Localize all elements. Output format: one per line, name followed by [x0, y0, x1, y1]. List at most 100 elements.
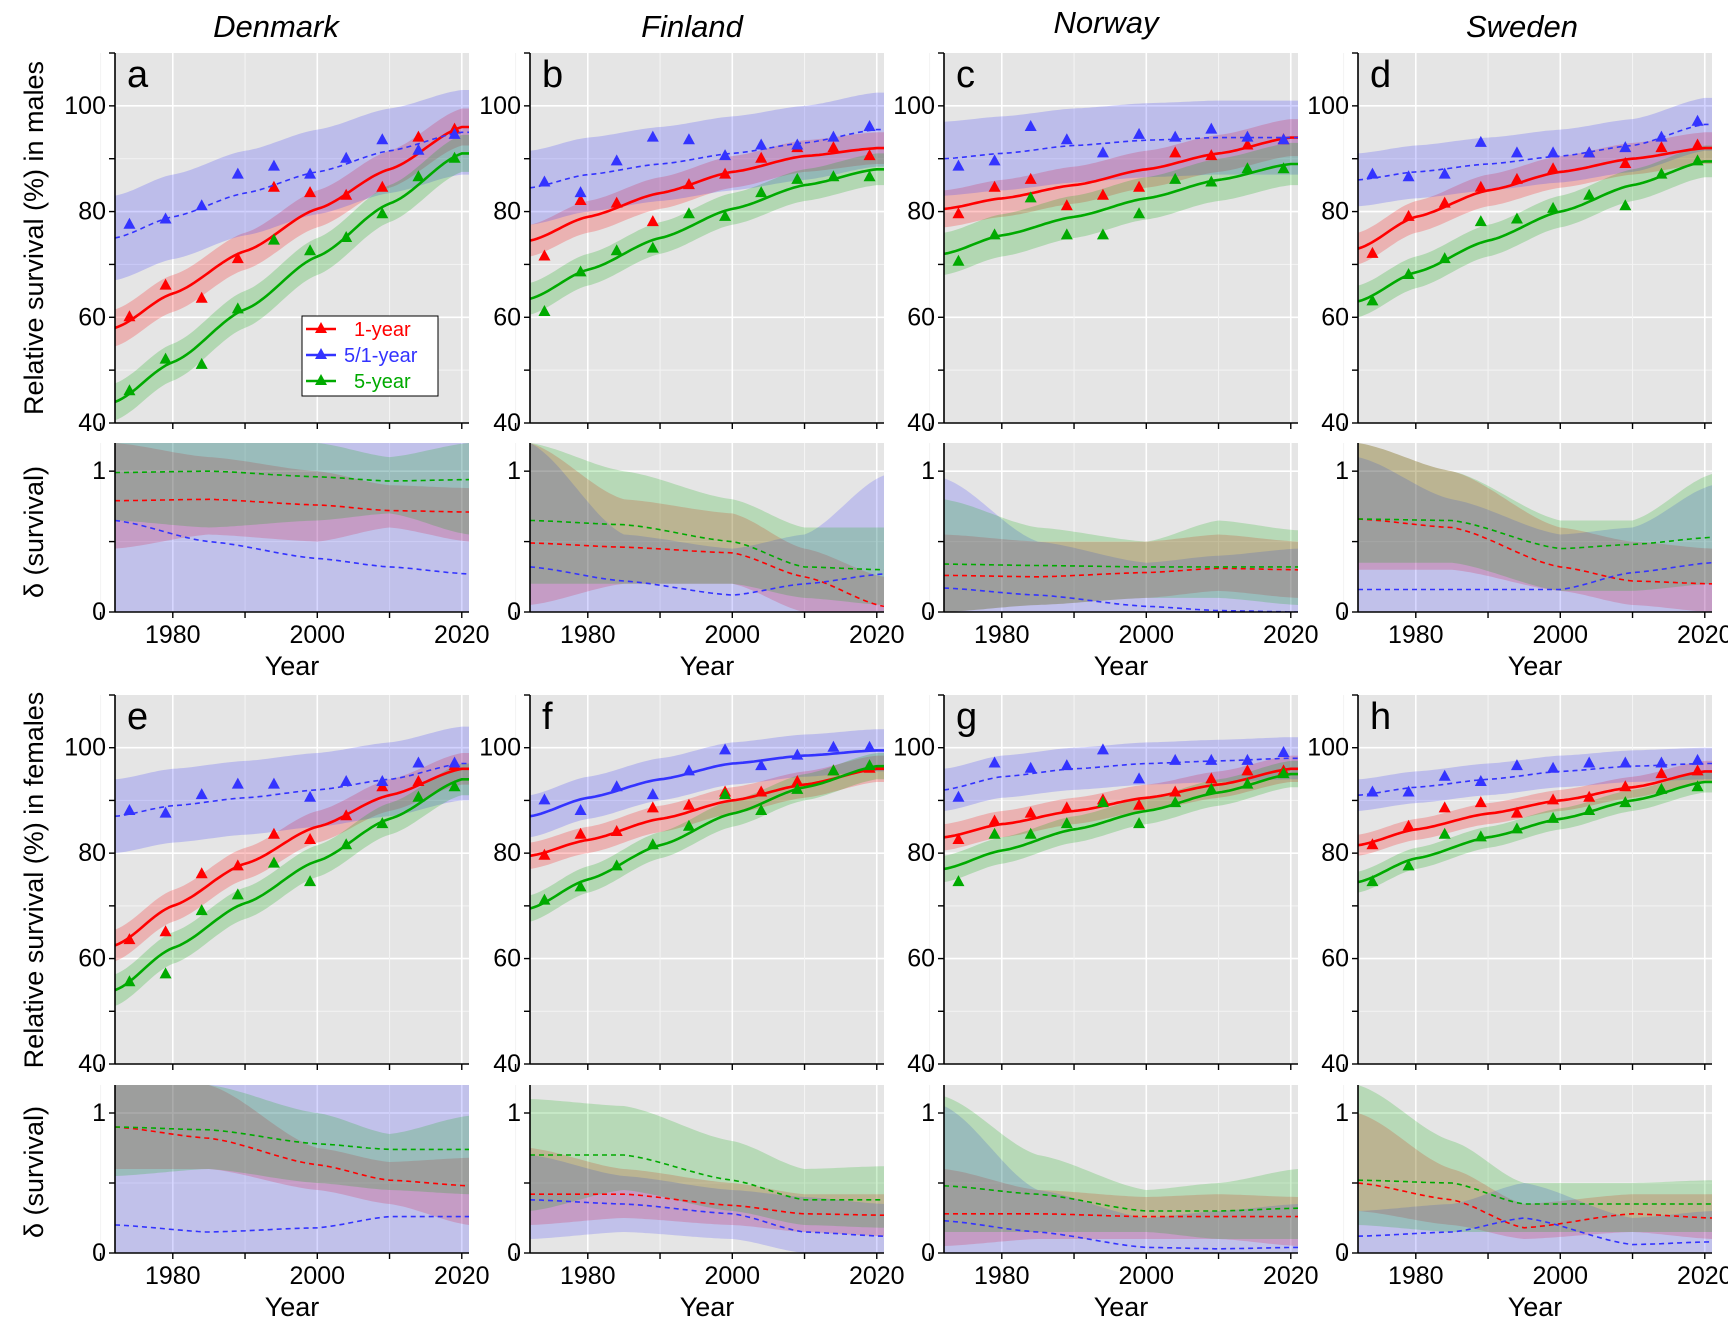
data-point-1-year — [1205, 772, 1218, 784]
data-point-5/1-year — [1241, 753, 1254, 765]
y-tick-label: 60 — [493, 303, 521, 331]
fit-line-5/1-year — [1358, 123, 1712, 181]
data-point-1-year — [1205, 149, 1218, 161]
delta-line-5-year — [530, 519, 884, 571]
data-point-5/1-year — [1277, 745, 1290, 757]
data-point-5/1-year — [610, 780, 623, 792]
data-point-5-year — [1366, 294, 1379, 306]
y-tick-label: 60 — [78, 303, 106, 331]
data-point-5/1-year — [952, 790, 965, 802]
data-point-1-year — [340, 809, 353, 821]
data-point-5/1-year — [1583, 146, 1596, 158]
data-point-1-year — [1169, 785, 1182, 797]
data-point-1-year — [1438, 196, 1451, 208]
panel-b: 40 60 80 100 b 0 1 1980 2000 2020 Year — [479, 52, 905, 681]
data-point-1-year — [1366, 246, 1379, 258]
data-point-5-year — [1474, 215, 1487, 227]
data-point-1-year — [1024, 806, 1037, 818]
data-point-5/1-year — [195, 788, 208, 800]
data-point-5-year — [1205, 782, 1218, 794]
panel-c: 40 60 80 100 c 0 1 1980 2000 2020 Year — [893, 52, 1319, 681]
data-point-5-year — [1096, 796, 1109, 808]
survival-series — [944, 737, 1298, 887]
data-point-1-year — [646, 801, 659, 813]
data-point-1-year — [755, 785, 768, 797]
x-tick-label: 1980 — [974, 621, 1030, 649]
delta-band-5/1-year — [115, 1085, 469, 1253]
data-point-5/1-year — [123, 803, 136, 815]
delta-band-5-year — [115, 1085, 469, 1195]
data-point-1-year — [1474, 180, 1487, 192]
data-point-1-year — [952, 207, 965, 219]
delta-band-5/1-year — [115, 443, 469, 612]
data-point-5-year — [1655, 782, 1668, 794]
x-tick-label: 2000 — [704, 621, 760, 649]
delta-line-5-year — [1358, 1179, 1712, 1205]
delta-band-1-year — [944, 534, 1298, 612]
x-axis-title: Year — [1094, 1292, 1149, 1322]
data-point-1-year — [376, 180, 389, 192]
y-tick-label: 60 — [907, 303, 935, 331]
data-point-5/1-year — [340, 774, 353, 786]
ci-band-1-year — [115, 753, 469, 962]
data-point-5-year — [1510, 822, 1523, 834]
y-tick-label: 100 — [479, 92, 521, 120]
x-tick-label: 2020 — [434, 1262, 490, 1290]
y-tick-label: 80 — [907, 839, 935, 867]
data-point-1-year — [1169, 146, 1182, 158]
delta-series — [944, 1096, 1298, 1253]
x-axis-title: Year — [680, 1292, 735, 1322]
data-point-5-year — [682, 819, 695, 831]
fit-line-5-year — [1358, 780, 1712, 884]
data-point-1-year — [304, 186, 317, 198]
y-tick-label: 80 — [78, 839, 106, 867]
data-point-1-year — [863, 149, 876, 161]
data-point-5-year — [1402, 268, 1415, 279]
data-point-5-year — [1402, 859, 1415, 871]
data-point-5/1-year — [646, 788, 659, 800]
delta-band-5/1-year — [944, 478, 1298, 612]
delta-band-5/1-year — [530, 1155, 884, 1253]
data-point-5/1-year — [1583, 756, 1596, 768]
x-axis-title: Year — [265, 651, 320, 681]
data-point-5/1-year — [1366, 167, 1379, 179]
y-tick-label: 1 — [92, 457, 106, 485]
data-point-5-year — [1366, 875, 1379, 887]
data-point-5-year — [538, 305, 551, 316]
y-tick-label: 40 — [907, 1050, 935, 1078]
data-point-5/1-year — [1060, 133, 1073, 145]
data-point-5/1-year — [1619, 756, 1632, 768]
x-tick-label: 1980 — [560, 1262, 616, 1290]
data-point-5-year — [1583, 188, 1596, 200]
data-point-5/1-year — [1241, 130, 1254, 142]
data-point-5/1-year — [231, 777, 244, 789]
data-point-5/1-year — [1402, 170, 1415, 182]
delta-series — [1358, 1085, 1712, 1253]
x-axis-title: Year — [1508, 651, 1563, 681]
data-point-1-year — [195, 867, 208, 879]
y-tick-label: 40 — [78, 409, 106, 437]
data-point-5/1-year — [719, 149, 732, 161]
data-point-5/1-year — [1655, 130, 1668, 142]
data-point-5-year — [267, 233, 280, 245]
data-point-5-year — [1691, 154, 1704, 166]
legend-marker-5-1-year — [315, 348, 327, 359]
data-point-5-year — [988, 228, 1001, 240]
data-point-5/1-year — [376, 774, 389, 786]
data-point-5/1-year — [952, 159, 965, 171]
legend-marker-5-year — [315, 374, 327, 385]
data-point-5/1-year — [267, 159, 280, 171]
y-tick-label: 1 — [507, 457, 521, 485]
survival-plot-area — [1358, 695, 1712, 1064]
data-point-1-year — [159, 925, 172, 937]
y-tick-label: 40 — [1321, 1050, 1349, 1078]
data-point-1-year — [1583, 790, 1596, 802]
data-point-5-year — [412, 170, 425, 182]
data-point-1-year — [952, 832, 965, 844]
data-point-5/1-year — [448, 127, 461, 139]
ci-band-5/1-year — [115, 726, 469, 854]
data-point-5-year — [1241, 162, 1254, 174]
panel-letter: d — [1370, 54, 1391, 96]
data-point-5-year — [952, 254, 965, 266]
